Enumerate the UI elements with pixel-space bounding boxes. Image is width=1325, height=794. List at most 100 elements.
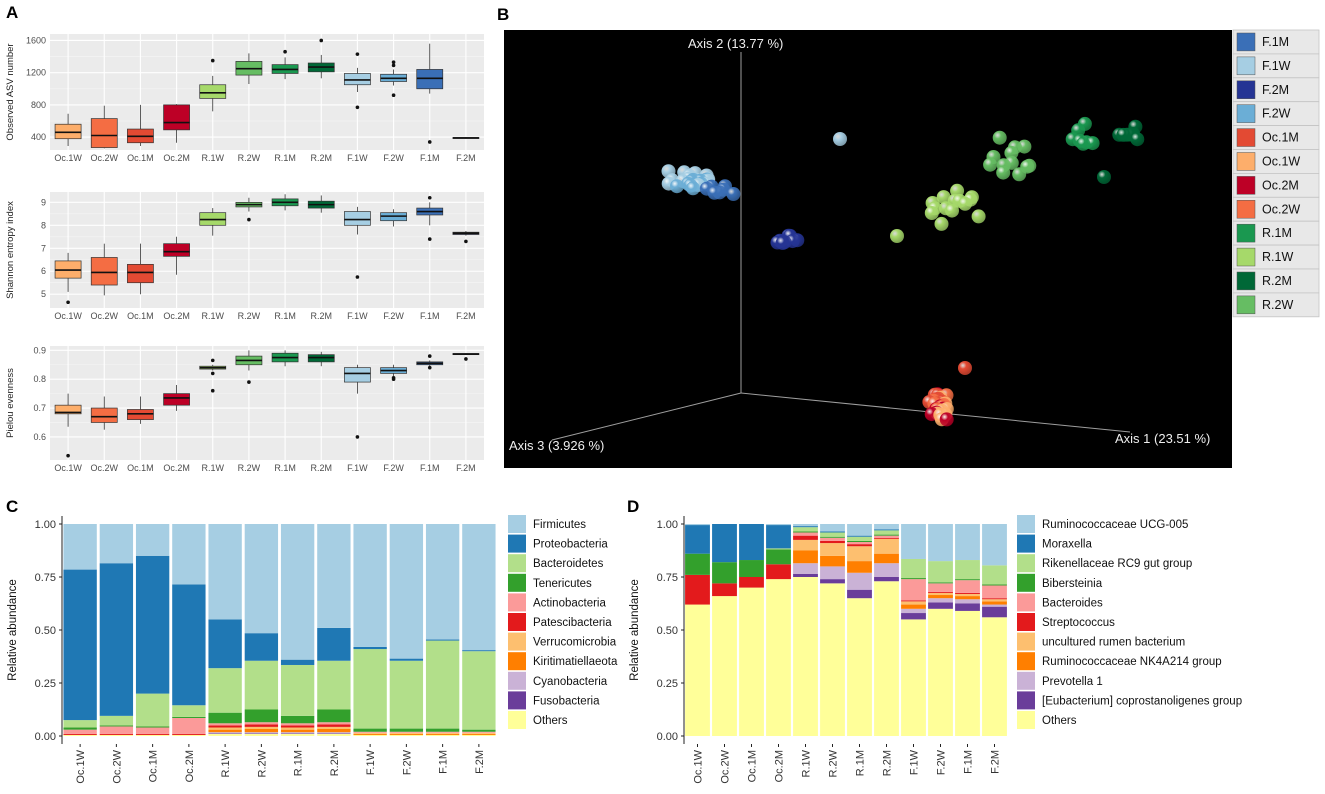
pcoa-point-F.1M <box>707 185 722 200</box>
bar-segment-Bibersteinia <box>766 549 791 565</box>
bar-segment-Cyanobacteria <box>280 732 315 734</box>
legend-label: Tenericutes <box>533 578 592 590</box>
y-tick-label: 1.00 <box>657 519 678 531</box>
x-tick-label: Oc.2M <box>774 750 786 782</box>
bar-segment-Actinobacteria <box>280 723 315 726</box>
legend-label: Fusobacteria <box>533 695 600 707</box>
pcoa-legend-label: Oc.1M <box>1262 131 1299 145</box>
y-tick-label: 8 <box>41 220 46 230</box>
bar-segment-Firmicutes <box>244 524 279 634</box>
bar-segment-Streptococcus <box>712 583 737 597</box>
bar-segment-Ruminococcaceae NK4A214 group <box>982 601 1007 605</box>
bar-segment-Others <box>425 734 460 736</box>
bar-segment-Others <box>820 583 845 736</box>
bar-segment-Moraxella <box>766 525 791 549</box>
bar-segment-Verrucomicrobia <box>280 727 315 730</box>
bar-segment-Streptococcus <box>901 600 926 602</box>
bar-segment-Others <box>739 587 764 736</box>
pcoa-legend-swatch <box>1236 247 1256 267</box>
bar-segment-Verrucomicrobia <box>317 726 351 730</box>
bar-segment-[Eubacterium] coprostanoligenes group <box>793 573 818 577</box>
x-tick-label: F.2W <box>383 153 404 163</box>
bar-segment-Prevotella 1 <box>928 598 953 603</box>
bar-segment-Bacteroidetes <box>135 693 170 727</box>
bar-segment-Actinobacteria <box>63 729 97 734</box>
bar-segment-Bacteroides <box>901 579 926 601</box>
box-outlier <box>464 239 468 244</box>
legend-swatch <box>508 691 526 710</box>
x-tick-label: F.2M <box>456 311 476 321</box>
x-tick-label: F.1W <box>347 463 368 473</box>
pcoa-point-R.1W <box>934 216 949 231</box>
bar-segment-Verrucomicrobia <box>425 732 460 734</box>
x-tick-label: R.2W <box>238 311 261 321</box>
x-tick-label: R.1W <box>801 749 813 777</box>
bar-segment-Bibersteinia <box>901 578 926 580</box>
pcoa-legend-swatch <box>1236 56 1256 76</box>
x-tick-label: Oc.1M <box>127 311 154 321</box>
pcoa-legend-swatch <box>1236 128 1256 147</box>
bar-segment-Firmicutes <box>135 524 170 556</box>
bar-segment-Rikenellaceae RC9 gut group <box>928 561 953 583</box>
x-tick-label: Oc.1W <box>54 153 82 163</box>
legend-swatch <box>1017 671 1035 690</box>
bar-segment-Tenericutes <box>425 728 460 732</box>
bar-segment-Others <box>793 577 818 736</box>
legend-swatch <box>508 593 526 612</box>
pcoa-point-R.1W <box>890 229 904 243</box>
bar-segment-Moraxella <box>820 531 845 533</box>
box-outlier <box>247 217 251 222</box>
pcoa-point-R.2W <box>996 165 1011 180</box>
legend-swatch <box>1017 593 1035 612</box>
legend-swatch <box>508 652 526 671</box>
pcoa-point-F.1W <box>833 132 847 146</box>
legend-label: Patescibacteria <box>533 617 612 629</box>
legend-swatch <box>1017 711 1035 729</box>
bar-segment-Tenericutes <box>135 726 170 728</box>
box-Oc.1M <box>127 264 154 284</box>
box-outlier <box>391 93 396 98</box>
x-tick-label: R.2W <box>238 153 261 163</box>
x-tick-label: Oc.2W <box>90 463 118 473</box>
bar-segment-Firmicutes <box>353 524 387 647</box>
pcoa-point-R.2W <box>1012 167 1027 182</box>
bar-segment-Proteobacteria <box>172 584 206 706</box>
bar-segment-Firmicutes <box>317 524 351 628</box>
x-tick-label: R.2M <box>310 463 332 473</box>
bar-segment-Ruminococcaceae UCG-005 <box>955 524 980 561</box>
bar-segment-Bibersteinia <box>955 579 980 581</box>
bar-segment-Proteobacteria <box>63 569 97 721</box>
bar-segment-Fusobacteria <box>317 733 351 734</box>
bar-segment-uncultured rumen bacterium <box>874 538 899 554</box>
pcoa-legend-label: R.2W <box>1262 298 1293 312</box>
bar-segment-uncultured rumen bacterium <box>982 599 1007 602</box>
x-tick-label: F.2W <box>401 749 413 775</box>
bar-segment-Moraxella <box>739 524 764 561</box>
bar-segment-Verrucomicrobia <box>244 726 279 730</box>
pcoa-legend-label: F.1M <box>1262 35 1289 49</box>
bar-segment-Others <box>901 619 926 736</box>
x-tick-label: Oc.1M <box>127 463 154 473</box>
panel-c-phylum-bars: 0.00 0.25 0.50 0.75 1.00 Oc.1W Oc.2W Oc.1M Oc.2M… <box>7 515 618 784</box>
bar-segment-Fusobacteria <box>280 733 315 734</box>
box-outlier <box>247 380 251 384</box>
bar-segment-Rikenellaceae RC9 gut group <box>766 548 791 550</box>
bar-segment-Verrucomicrobia <box>462 732 496 734</box>
x-tick-label: R.2M <box>329 750 341 776</box>
bar-segment-Others <box>766 579 791 736</box>
pcoa-axis-2-label: Axis 2 (13.77 %) <box>688 36 783 51</box>
x-tick-label: F.2M <box>456 153 476 163</box>
bar-segment-Others <box>685 604 710 736</box>
bar-segment-Firmicutes <box>280 524 315 660</box>
x-tick-label: R.1M <box>274 463 296 473</box>
box-Oc.2M <box>163 393 190 406</box>
bar-segment-Prevotella 1 <box>847 572 872 590</box>
bar-segment-Ruminococcaceae UCG-005 <box>928 524 953 562</box>
panel-a-boxplots: 400 800 1200 1600 Oc.1W Oc.2W Oc.1M Oc.2M R.1W R.… <box>5 34 484 473</box>
bar-segment-Ruminococcaceae UCG-005 <box>793 524 818 527</box>
box-outlier <box>210 58 215 63</box>
box-outlier <box>427 140 432 144</box>
pcoa-point-F.2W <box>686 181 700 196</box>
x-tick-label: Oc.2W <box>111 749 123 783</box>
bar-segment-Actinobacteria <box>244 722 279 725</box>
